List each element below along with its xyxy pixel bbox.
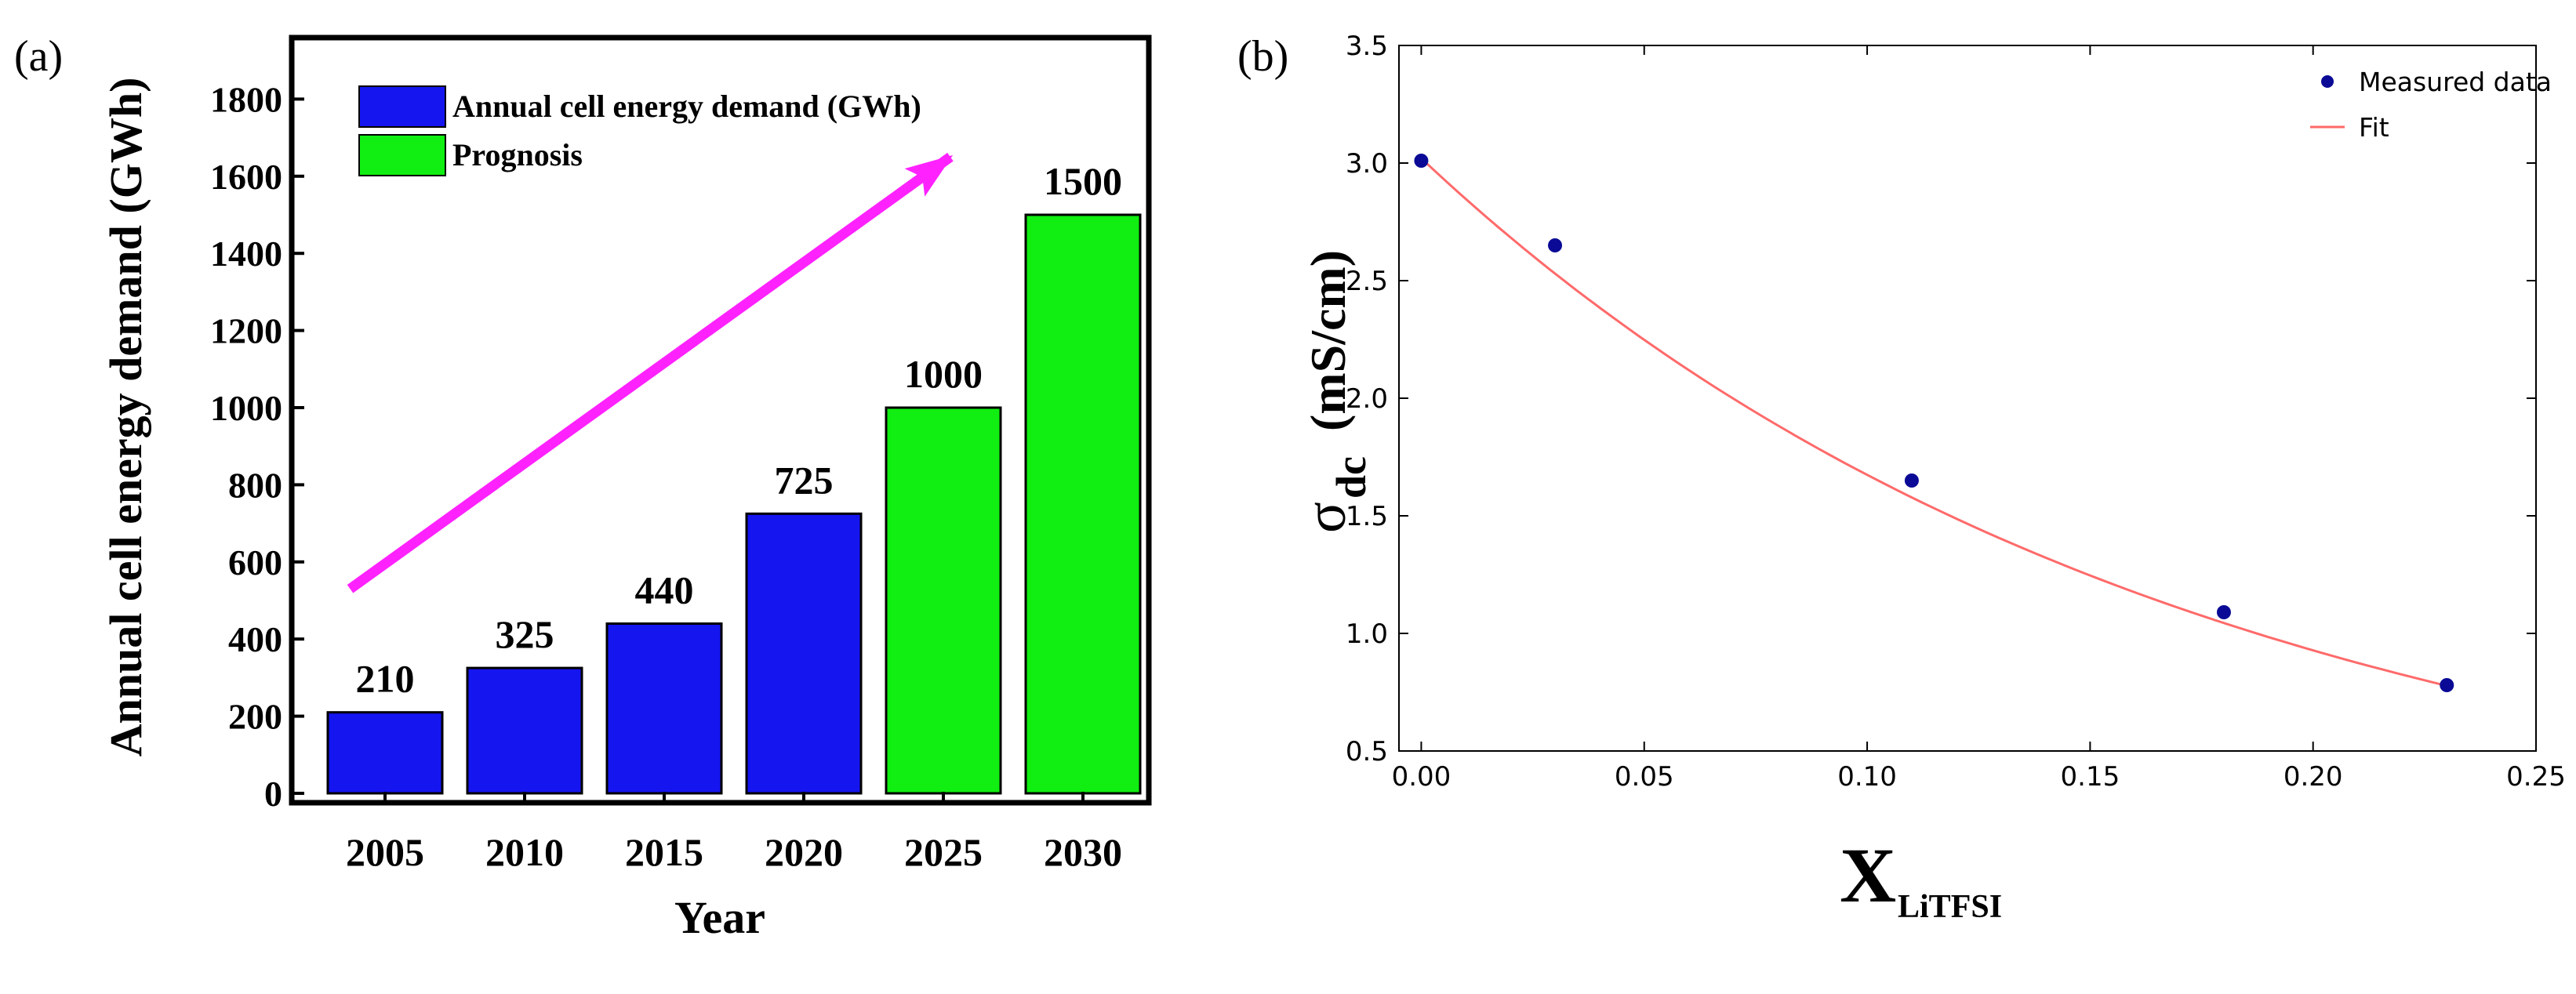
data-point (2216, 605, 2231, 619)
x-tick-label: 2030 (1044, 830, 1122, 874)
x-tick-label: 2005 (346, 830, 424, 874)
y-tick-label: 3.5 (1346, 31, 1388, 62)
x-tick-label: 0.10 (1837, 761, 1897, 793)
x-tick-label: 0.00 (1392, 761, 1451, 793)
y-tick-label: 1.5 (1346, 501, 1388, 532)
panel-a-plot-frame (289, 34, 1152, 806)
panel-a-label: (a) (14, 32, 63, 81)
y-tick-label: 600 (228, 542, 282, 582)
y-tick-label: 2.5 (1346, 266, 1388, 297)
panel-b-scatter-plot: (b) σ dc (mS/cm) 0.00 0.05 0.10 0.15 0.20 0.2… (1237, 31, 2566, 925)
bar-value-label: 725 (775, 458, 834, 502)
panel-b-legend: Measured data Fit (2310, 67, 2552, 143)
x-tick-label: 2015 (625, 830, 703, 874)
y-tick-label: 1000 (210, 388, 282, 428)
legend-label-prognosis: Prognosis (452, 137, 583, 172)
panel-b-axis-ticks: 0.00 0.05 0.10 0.15 0.20 0.25 0.5 1.0 1.5 2.0 2.5 3… (1346, 31, 2566, 793)
data-point (1414, 154, 1429, 168)
y-tick-label: 2.0 (1346, 383, 1388, 415)
x-tick-label: 2010 (485, 830, 564, 874)
legend-swatch-prognosis (358, 134, 446, 176)
legend-swatch-annual (358, 85, 446, 128)
x-tick-label: 0.25 (2506, 761, 2566, 793)
x-title-subscript: LiTFSI (1898, 889, 2002, 925)
bar-value-label: 1000 (904, 352, 983, 396)
x-tick-label: 0.15 (2061, 761, 2120, 793)
legend-label-measured: Measured data (2359, 67, 2552, 97)
x-title-main: X (1840, 832, 1896, 919)
y-tick-label: 1.0 (1346, 619, 1388, 650)
panel-a-x-tick-labels: 2005 2010 2015 2020 2025 2030 (346, 792, 1122, 874)
y-tick-label: 800 (228, 465, 282, 505)
panel-a-x-axis-title: Year (674, 892, 765, 943)
panel-b-plot-frame (1398, 45, 2537, 752)
y-tick-label: 200 (228, 697, 282, 737)
panel-b-label: (b) (1237, 32, 1288, 81)
measured-points (1414, 154, 2454, 692)
bar-2005 (326, 711, 444, 795)
x-tick-label: 2025 (904, 830, 983, 874)
bar-value-label: 1500 (1044, 159, 1122, 203)
panel-a-bar-chart: (a) Annual cell energy demand (GWh) 0 200… (14, 32, 1152, 943)
data-point (2440, 678, 2454, 692)
y-tick-label: 0 (264, 774, 282, 814)
bar-2015 (605, 622, 723, 795)
y-tick-label: 1800 (210, 79, 282, 119)
data-point (1548, 238, 1563, 252)
bar-value-label: 210 (356, 657, 415, 701)
y-tick-label: 1400 (210, 234, 282, 274)
x-tick-label: 2020 (765, 830, 843, 874)
y-title-sigma: σ (1294, 502, 1358, 533)
panel-a-bars (326, 213, 1142, 795)
panel-b-y-axis-title: σ dc (mS/cm) (1294, 250, 1375, 533)
y-title-unit: (mS/cm) (1300, 250, 1356, 431)
y-tick-label: 1200 (210, 311, 282, 351)
y-tick-label: 400 (228, 619, 282, 659)
y-tick-label: 1600 (210, 157, 282, 197)
bar-2025 (885, 406, 1002, 795)
panel-a-value-labels: 210 325 440 725 1000 1500 (356, 159, 1123, 701)
legend-label-annual: Annual cell energy demand (GWh) (452, 89, 921, 124)
x-tick-label: 0.05 (1615, 761, 1674, 793)
bar-value-label: 325 (496, 612, 554, 656)
legend-label-fit: Fit (2359, 112, 2389, 143)
bar-value-label: 440 (635, 568, 694, 612)
fit-curve (1420, 157, 2447, 687)
panel-a-y-axis-title: Annual cell energy demand (GWh) (100, 78, 151, 757)
trend-arrow (347, 152, 954, 593)
data-point (1904, 473, 1919, 488)
bar-2020 (745, 512, 863, 795)
bar-2030 (1024, 213, 1142, 795)
panel-a-legend: Annual cell energy demand (GWh) Prognosi… (358, 85, 921, 176)
panel-b-x-axis-title: X LiTFSI (1840, 832, 2002, 925)
y-title-subscript: dc (1328, 456, 1375, 499)
bar-2010 (466, 666, 583, 795)
x-tick-label: 0.20 (2284, 761, 2343, 793)
y-tick-label: 3.0 (1346, 148, 1388, 180)
y-tick-label: 0.5 (1346, 736, 1388, 767)
legend-marker-measured (2321, 75, 2334, 88)
